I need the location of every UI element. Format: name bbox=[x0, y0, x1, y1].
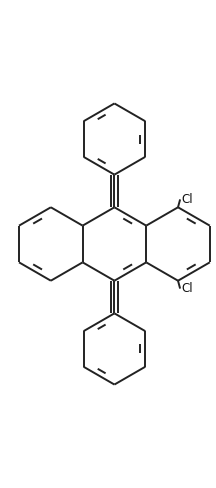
Text: Cl: Cl bbox=[181, 282, 193, 295]
Text: Cl: Cl bbox=[181, 193, 193, 206]
